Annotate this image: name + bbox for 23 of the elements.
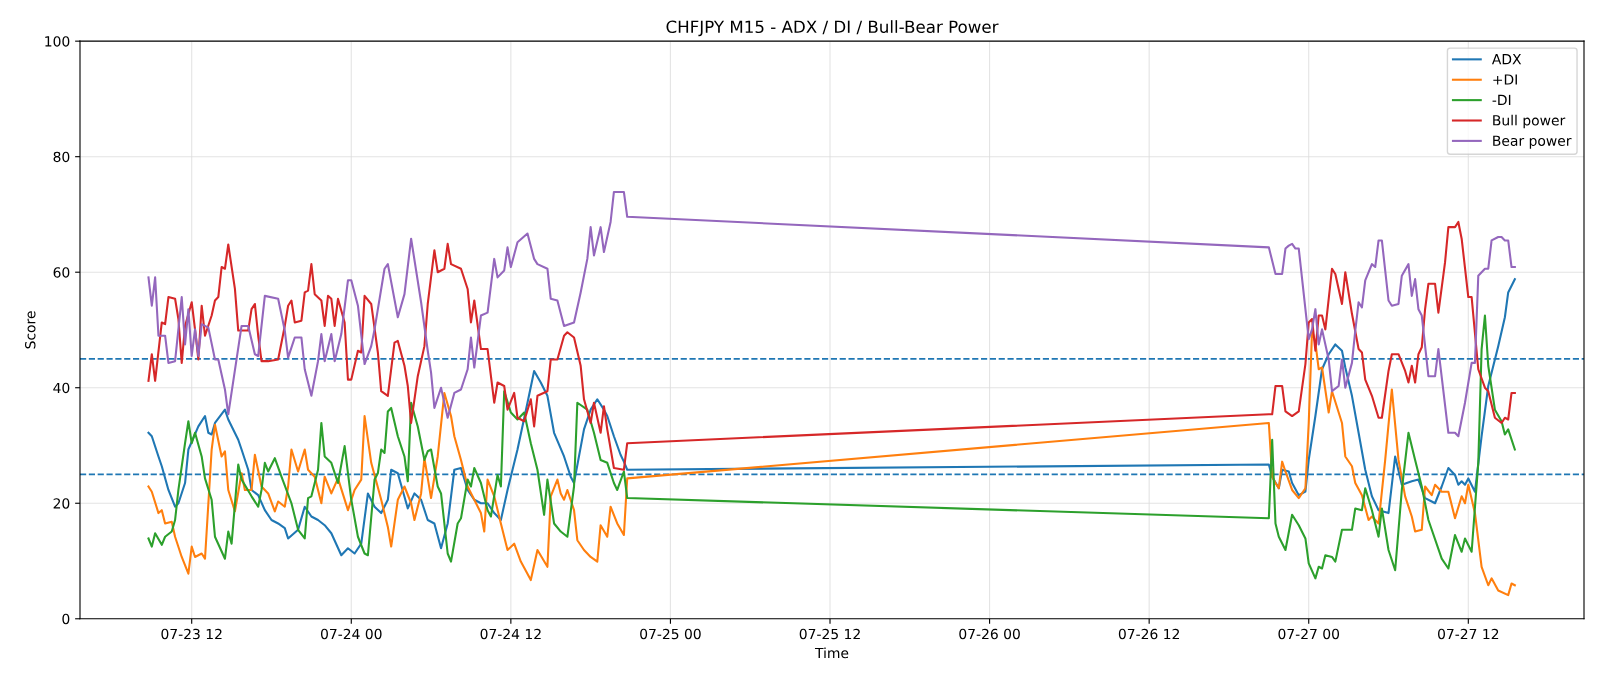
x-tick-label: 07-23 12 (161, 628, 222, 640)
legend-label: Bull power (1493, 114, 1566, 129)
y-tick-label: 100 (45, 36, 70, 47)
chart-title: CHFJPY M15 - ADX / DI / Bull-Bear Power (666, 20, 999, 37)
x-tick-label: 07-25 00 (640, 628, 701, 640)
x-tick-label: 07-25 12 (799, 628, 860, 640)
x-tick-label: 07-27 00 (1278, 628, 1340, 640)
y-tick-label: 60 (53, 267, 70, 278)
x-tick-label: 07-26 00 (959, 628, 1020, 640)
legend-label: -DI (1492, 94, 1511, 105)
legend-label: Bear power (1493, 135, 1572, 149)
legend-label: +DI (1493, 74, 1517, 85)
y-tick-label: 20 (53, 498, 70, 509)
x-tick-label: 07-24 00 (320, 628, 382, 640)
x-tick-label: 07-24 12 (480, 628, 541, 640)
x-tick-label: 07-26 12 (1118, 628, 1179, 640)
x-tick-label: 07-27 12 (1438, 628, 1499, 640)
y-axis-title: Score (25, 311, 36, 349)
y-tick-label: 80 (53, 151, 70, 163)
x-axis-title: Time (814, 647, 849, 659)
legend-label: ADX (1491, 54, 1522, 65)
y-tick-label: 40 (53, 382, 70, 394)
y-tick-label: 0 (62, 613, 70, 625)
